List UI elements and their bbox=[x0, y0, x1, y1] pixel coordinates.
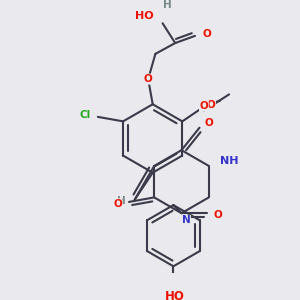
Text: O: O bbox=[144, 74, 153, 84]
Text: H: H bbox=[117, 196, 126, 206]
Text: O: O bbox=[207, 100, 215, 110]
Text: O: O bbox=[202, 29, 211, 39]
Text: N: N bbox=[182, 215, 190, 225]
Text: HO: HO bbox=[135, 11, 154, 21]
Text: HO: HO bbox=[165, 290, 185, 300]
Text: Cl: Cl bbox=[80, 110, 91, 120]
Text: O: O bbox=[214, 210, 223, 220]
Text: O: O bbox=[204, 118, 213, 128]
Text: H: H bbox=[163, 0, 172, 10]
Text: O: O bbox=[200, 101, 208, 111]
Text: NH: NH bbox=[220, 156, 238, 167]
Text: O: O bbox=[113, 199, 122, 209]
